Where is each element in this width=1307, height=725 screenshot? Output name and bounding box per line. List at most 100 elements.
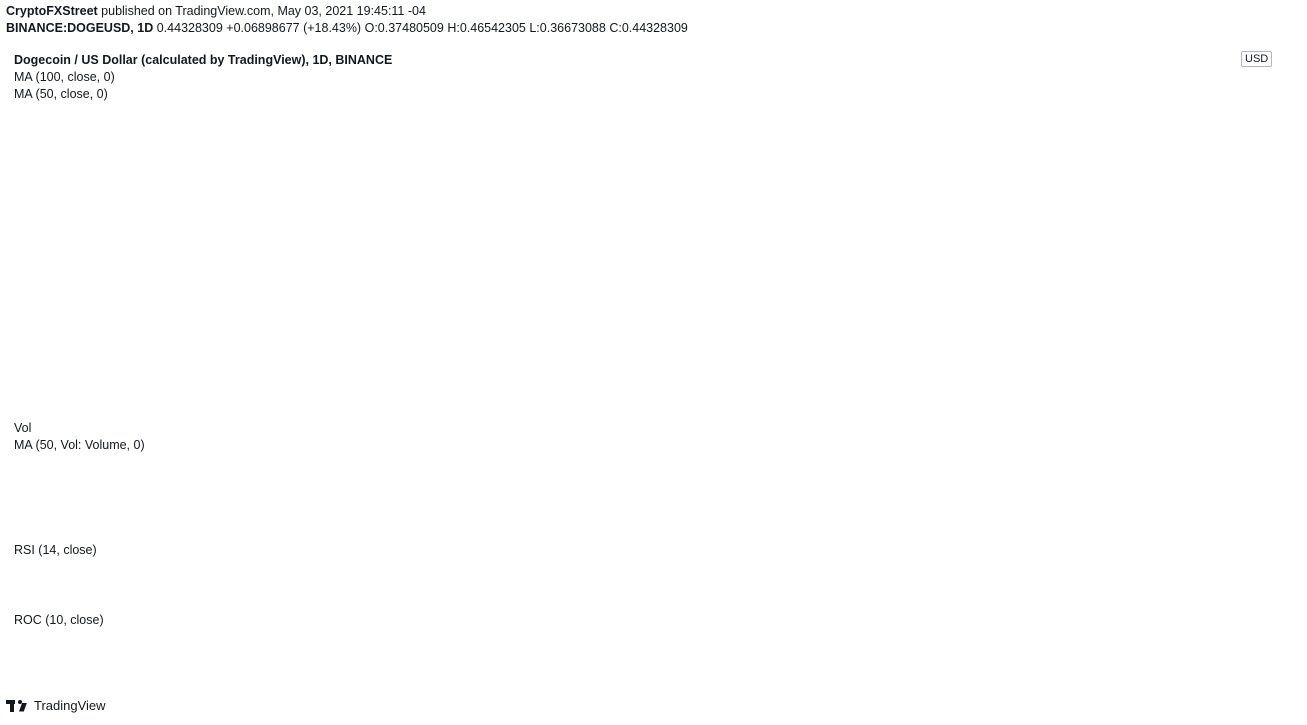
rsi-legend[interactable]: RSI (14, close) bbox=[14, 543, 97, 557]
time-tick-label: 15 bbox=[69, 670, 82, 682]
volume-bar bbox=[147, 515, 158, 534]
fib-level-label: 2.618(3.51722487) bbox=[1112, 47, 1205, 59]
volume-bar bbox=[1068, 524, 1079, 534]
volume-bar bbox=[443, 516, 454, 534]
volume-bar bbox=[980, 515, 991, 534]
volume-bar bbox=[15, 513, 26, 534]
rsi-band bbox=[6, 561, 1212, 593]
volume-bar bbox=[520, 522, 531, 534]
volume-bar bbox=[585, 519, 596, 534]
time-tick-label: Apr bbox=[1020, 670, 1038, 682]
volume-bar bbox=[158, 517, 169, 534]
volume-bar bbox=[881, 450, 892, 534]
close-label: C: bbox=[609, 21, 622, 35]
volume-bar bbox=[191, 513, 202, 534]
symbol-line: BINANCE:DOGEUSD, 1D bbox=[6, 21, 154, 35]
volume-bar bbox=[377, 511, 388, 534]
volume-bar bbox=[574, 517, 585, 534]
volume-bar bbox=[695, 523, 706, 534]
volume-bar bbox=[26, 516, 37, 534]
price-change: +0.06898677 (+18.43%) bbox=[226, 21, 362, 35]
footer-brand[interactable]: TradingView bbox=[34, 698, 106, 713]
volume-bar bbox=[805, 520, 816, 534]
volume-bar bbox=[268, 518, 279, 534]
volume-bar bbox=[465, 520, 476, 534]
volume-bar bbox=[1079, 524, 1090, 534]
volume-bar bbox=[1057, 524, 1068, 534]
ma100-line bbox=[9, 349, 1096, 452]
volume-bar bbox=[750, 518, 761, 534]
volume-bar bbox=[1002, 524, 1013, 534]
fib-level-label: 1.618(1.01467102) bbox=[1112, 148, 1205, 160]
volume-bar bbox=[870, 476, 881, 534]
volume-bar bbox=[739, 521, 750, 534]
currency-badge[interactable]: USD bbox=[1241, 51, 1273, 67]
volume-bar bbox=[914, 499, 925, 534]
volume-bar bbox=[224, 513, 235, 534]
volume-bar bbox=[925, 495, 936, 534]
price-tick-label: 0.10000000 bbox=[1221, 343, 1282, 355]
volume-bar bbox=[355, 519, 366, 534]
volume-bar bbox=[279, 518, 289, 534]
price-tick-label: 0.25000000 bbox=[1221, 269, 1282, 281]
volume-bar bbox=[388, 513, 399, 534]
vol-ma-legend[interactable]: MA (50, Vol: Volume, 0) bbox=[14, 438, 145, 452]
volume-bar bbox=[37, 516, 48, 534]
volume-bar bbox=[662, 521, 673, 534]
channel-lower-extension bbox=[1094, 214, 1201, 243]
volume-bar bbox=[827, 524, 837, 534]
volume-tick-label: 8B bbox=[1221, 456, 1235, 468]
volume-bar bbox=[366, 517, 377, 534]
footer: TradingView bbox=[6, 698, 106, 713]
volume-bar bbox=[202, 508, 213, 534]
volume-bar bbox=[991, 523, 1002, 534]
volume-bar bbox=[476, 519, 487, 534]
roc-legend[interactable]: ROC (10, close) bbox=[14, 613, 104, 627]
volume-bar bbox=[1046, 524, 1057, 534]
volume-bar bbox=[92, 517, 103, 534]
volume-bar bbox=[607, 521, 618, 534]
publisher-line: CryptoFXStreet published on TradingView.… bbox=[6, 4, 426, 18]
volume-bar bbox=[289, 521, 300, 534]
high-label: H: bbox=[447, 21, 460, 35]
ma100-legend[interactable]: MA (100, close, 0) bbox=[14, 70, 115, 84]
publisher-name[interactable]: CryptoFXStreet bbox=[6, 4, 98, 18]
ohlc-line: BINANCE:DOGEUSD, 1D 0.44328309 +0.068986… bbox=[6, 21, 688, 35]
time-tick-label: 8 bbox=[533, 670, 539, 682]
volume-bar bbox=[596, 519, 607, 534]
volume-bar bbox=[125, 510, 136, 534]
price-tick-label: 1.50000000 bbox=[1221, 124, 1282, 136]
volume-bar bbox=[837, 521, 848, 534]
ma50-legend[interactable]: MA (50, close, 0) bbox=[14, 87, 108, 101]
volume-bar bbox=[563, 519, 574, 534]
price-tick-label: 0.60000000 bbox=[1221, 198, 1282, 210]
volume-bar bbox=[59, 510, 70, 534]
price-tick-label: 0.06500000 bbox=[1221, 378, 1282, 390]
channel-upper-line bbox=[886, 214, 1096, 266]
volume-bar bbox=[553, 522, 563, 534]
volume-bar bbox=[1090, 523, 1101, 534]
volume-bar bbox=[761, 515, 772, 534]
volume-bar bbox=[772, 516, 783, 534]
volume-bar bbox=[311, 517, 322, 534]
roc-tick-label: 400.00 bbox=[1221, 613, 1256, 625]
volume-bar bbox=[246, 521, 257, 534]
volume-tick-label: 4B bbox=[1221, 493, 1235, 505]
volume-bar bbox=[81, 515, 92, 534]
volume-bar bbox=[717, 518, 728, 534]
volume-bar bbox=[136, 514, 147, 534]
main-series-title[interactable]: Dogecoin / US Dollar (calculated by Trad… bbox=[14, 53, 393, 67]
rsi-line bbox=[9, 543, 1096, 580]
volume-bar bbox=[892, 417, 903, 534]
volume-bar bbox=[684, 521, 695, 534]
volume-tick-label: 12B bbox=[1221, 420, 1242, 432]
volume-bar bbox=[48, 512, 59, 534]
volume-bar bbox=[794, 519, 805, 534]
volume-bar bbox=[487, 518, 498, 534]
time-tick-label: 15 bbox=[683, 670, 696, 682]
volume-bar bbox=[421, 521, 432, 534]
vol-legend[interactable]: Vol bbox=[14, 421, 32, 435]
volume-bar bbox=[432, 519, 443, 534]
volume-bar bbox=[816, 519, 827, 534]
